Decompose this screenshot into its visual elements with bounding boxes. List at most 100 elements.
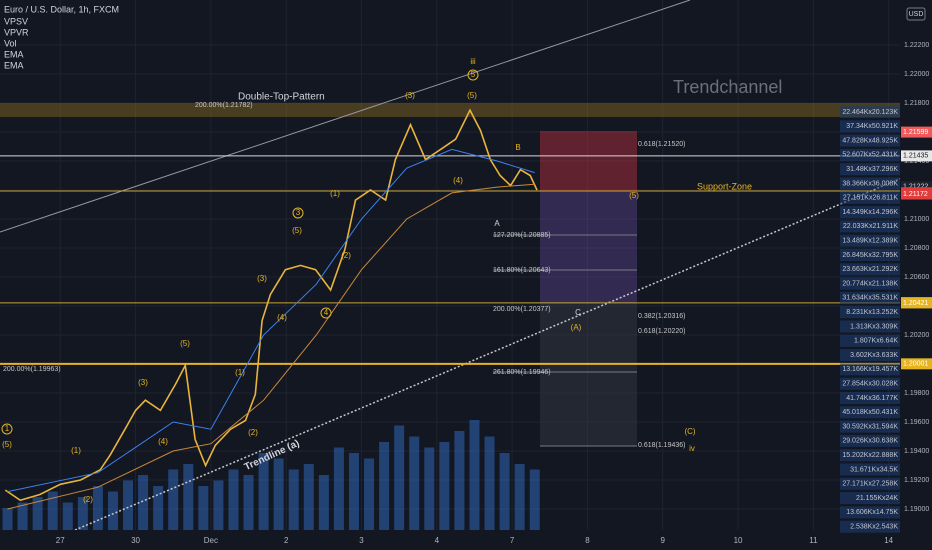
y-tick-label: 1.22200 — [904, 42, 929, 49]
double-top-zone — [0, 103, 900, 117]
volume-bar — [258, 453, 269, 530]
profile-bg — [840, 477, 900, 490]
indicator[interactable]: VPSV — [4, 16, 28, 26]
wave-label: (3) — [138, 378, 148, 387]
volume-bar — [394, 425, 405, 530]
profile-label: 45.018Kx50.431K — [842, 409, 898, 416]
price-axis — [900, 0, 932, 550]
x-tick-label: 30 — [131, 536, 140, 545]
wave-label: (5) — [2, 440, 12, 449]
y-tick-label: 1.20600 — [904, 274, 929, 281]
volume-bar — [439, 442, 450, 530]
fib-label: 200.00%(1.20377) — [493, 306, 551, 313]
profile-bg — [840, 249, 900, 261]
wave-label: (3) — [405, 91, 415, 100]
price-tag — [901, 358, 932, 370]
volume-bar — [348, 453, 359, 530]
y-tick-label: 1.21000 — [904, 216, 929, 223]
price-tag-label: 1.20421 — [903, 300, 928, 307]
profile-label: 1.313Kx3.309K — [850, 323, 898, 330]
volume-bar — [198, 486, 209, 530]
volume-bar — [243, 475, 254, 530]
profile-label: 52.607Kx52.431K — [842, 152, 898, 159]
profile-bg — [840, 463, 900, 476]
fib-label: 0.382(1.20316) — [638, 313, 685, 320]
profile-label: 13.166Kx19.457K — [842, 366, 898, 373]
price-tag — [901, 150, 932, 162]
profile-label: 31.48Kx37.296K — [846, 166, 898, 173]
wave-label: C — [575, 308, 581, 317]
wave-label: 5 — [471, 70, 476, 79]
volume-bar — [484, 436, 495, 530]
x-tick-label: 11 — [809, 536, 818, 545]
profile-bg — [840, 206, 900, 219]
x-tick-label: 10 — [734, 536, 743, 545]
profile-bg — [840, 263, 900, 276]
y-tick-label: 1.19200 — [904, 477, 929, 484]
price-tag-label: 1.21435 — [903, 153, 928, 160]
volume-bar — [303, 464, 314, 530]
wave-circle — [320, 307, 332, 319]
volume-bar — [168, 469, 179, 530]
profile-bg — [840, 277, 900, 290]
profile-bg — [840, 406, 900, 419]
profile-label: 8.231Kx13.252K — [846, 309, 898, 316]
x-tick-label: 14 — [884, 536, 893, 545]
x-tick-label: 3 — [359, 536, 364, 545]
profile-bg — [840, 506, 900, 519]
fib-label: 0.618(1.19436) — [638, 442, 685, 449]
wave-label: (2) — [341, 251, 351, 260]
volume-bar — [32, 497, 43, 530]
fib-label: 0.618(1.21520) — [638, 141, 685, 148]
profile-label: 23.663Kx21.292K — [842, 266, 898, 273]
profile-bg — [840, 177, 900, 190]
indicator[interactable]: EMA — [4, 49, 24, 59]
indicator[interactable]: VPVR — [4, 27, 29, 37]
wave-label: (1) — [71, 446, 81, 455]
profile-bg — [840, 234, 900, 247]
price-tag-label: 1.21222 — [903, 184, 928, 191]
channel-upper — [0, 0, 691, 233]
indicator[interactable]: Vol — [4, 38, 17, 48]
y-tick-label: 1.19000 — [904, 506, 929, 513]
y-tick-label: 1.19400 — [904, 448, 929, 455]
x-tick-label: 2 — [284, 536, 289, 545]
price-line — [4, 108, 538, 502]
profile-bg — [840, 191, 900, 204]
profile-bg — [840, 363, 900, 376]
price-tag — [901, 188, 932, 200]
volume-bar — [138, 475, 149, 530]
wave-label: A — [494, 219, 500, 228]
y-tick-label: 1.20200 — [904, 332, 929, 339]
volume-bar — [333, 447, 344, 530]
x-tick-label: 7 — [510, 536, 515, 545]
indicator[interactable]: EMA — [4, 60, 24, 70]
wave-label: 1 — [5, 424, 10, 433]
volume-bar — [92, 486, 103, 530]
profile-bg — [840, 492, 900, 505]
y-tick-label: 1.19800 — [904, 390, 929, 397]
x-tick-label: Dec — [204, 536, 218, 545]
profile-label: 27.171Kx27.258K — [842, 481, 898, 488]
volume-bar — [409, 436, 420, 530]
stop-zone — [540, 131, 637, 191]
price-tag-label: 1.21172 — [903, 191, 928, 198]
profile-label: 15.202Kx22.888K — [842, 452, 898, 459]
profile-bg — [840, 291, 900, 304]
profile-label: 31.671Kx34.5K — [850, 466, 898, 473]
volume-bar — [499, 453, 510, 530]
volume-bar — [364, 458, 375, 530]
wave-label: 3 — [296, 208, 301, 217]
price-line — [7, 183, 535, 510]
profile-bg — [840, 220, 900, 233]
wave-label: (4) — [277, 313, 287, 322]
volume-bar — [318, 475, 329, 530]
profile-bg — [840, 148, 900, 161]
wave-label: iv — [689, 444, 695, 453]
fib-label: 200.00%(1.19963) — [3, 366, 61, 373]
wave-label: (5) — [629, 191, 639, 200]
profile-bg — [840, 134, 900, 147]
volume-bar — [107, 491, 118, 530]
volume-bar — [47, 491, 58, 530]
